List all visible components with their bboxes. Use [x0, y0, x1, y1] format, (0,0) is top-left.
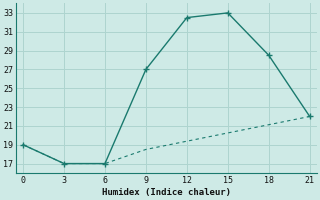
X-axis label: Humidex (Indice chaleur): Humidex (Indice chaleur): [102, 188, 231, 197]
